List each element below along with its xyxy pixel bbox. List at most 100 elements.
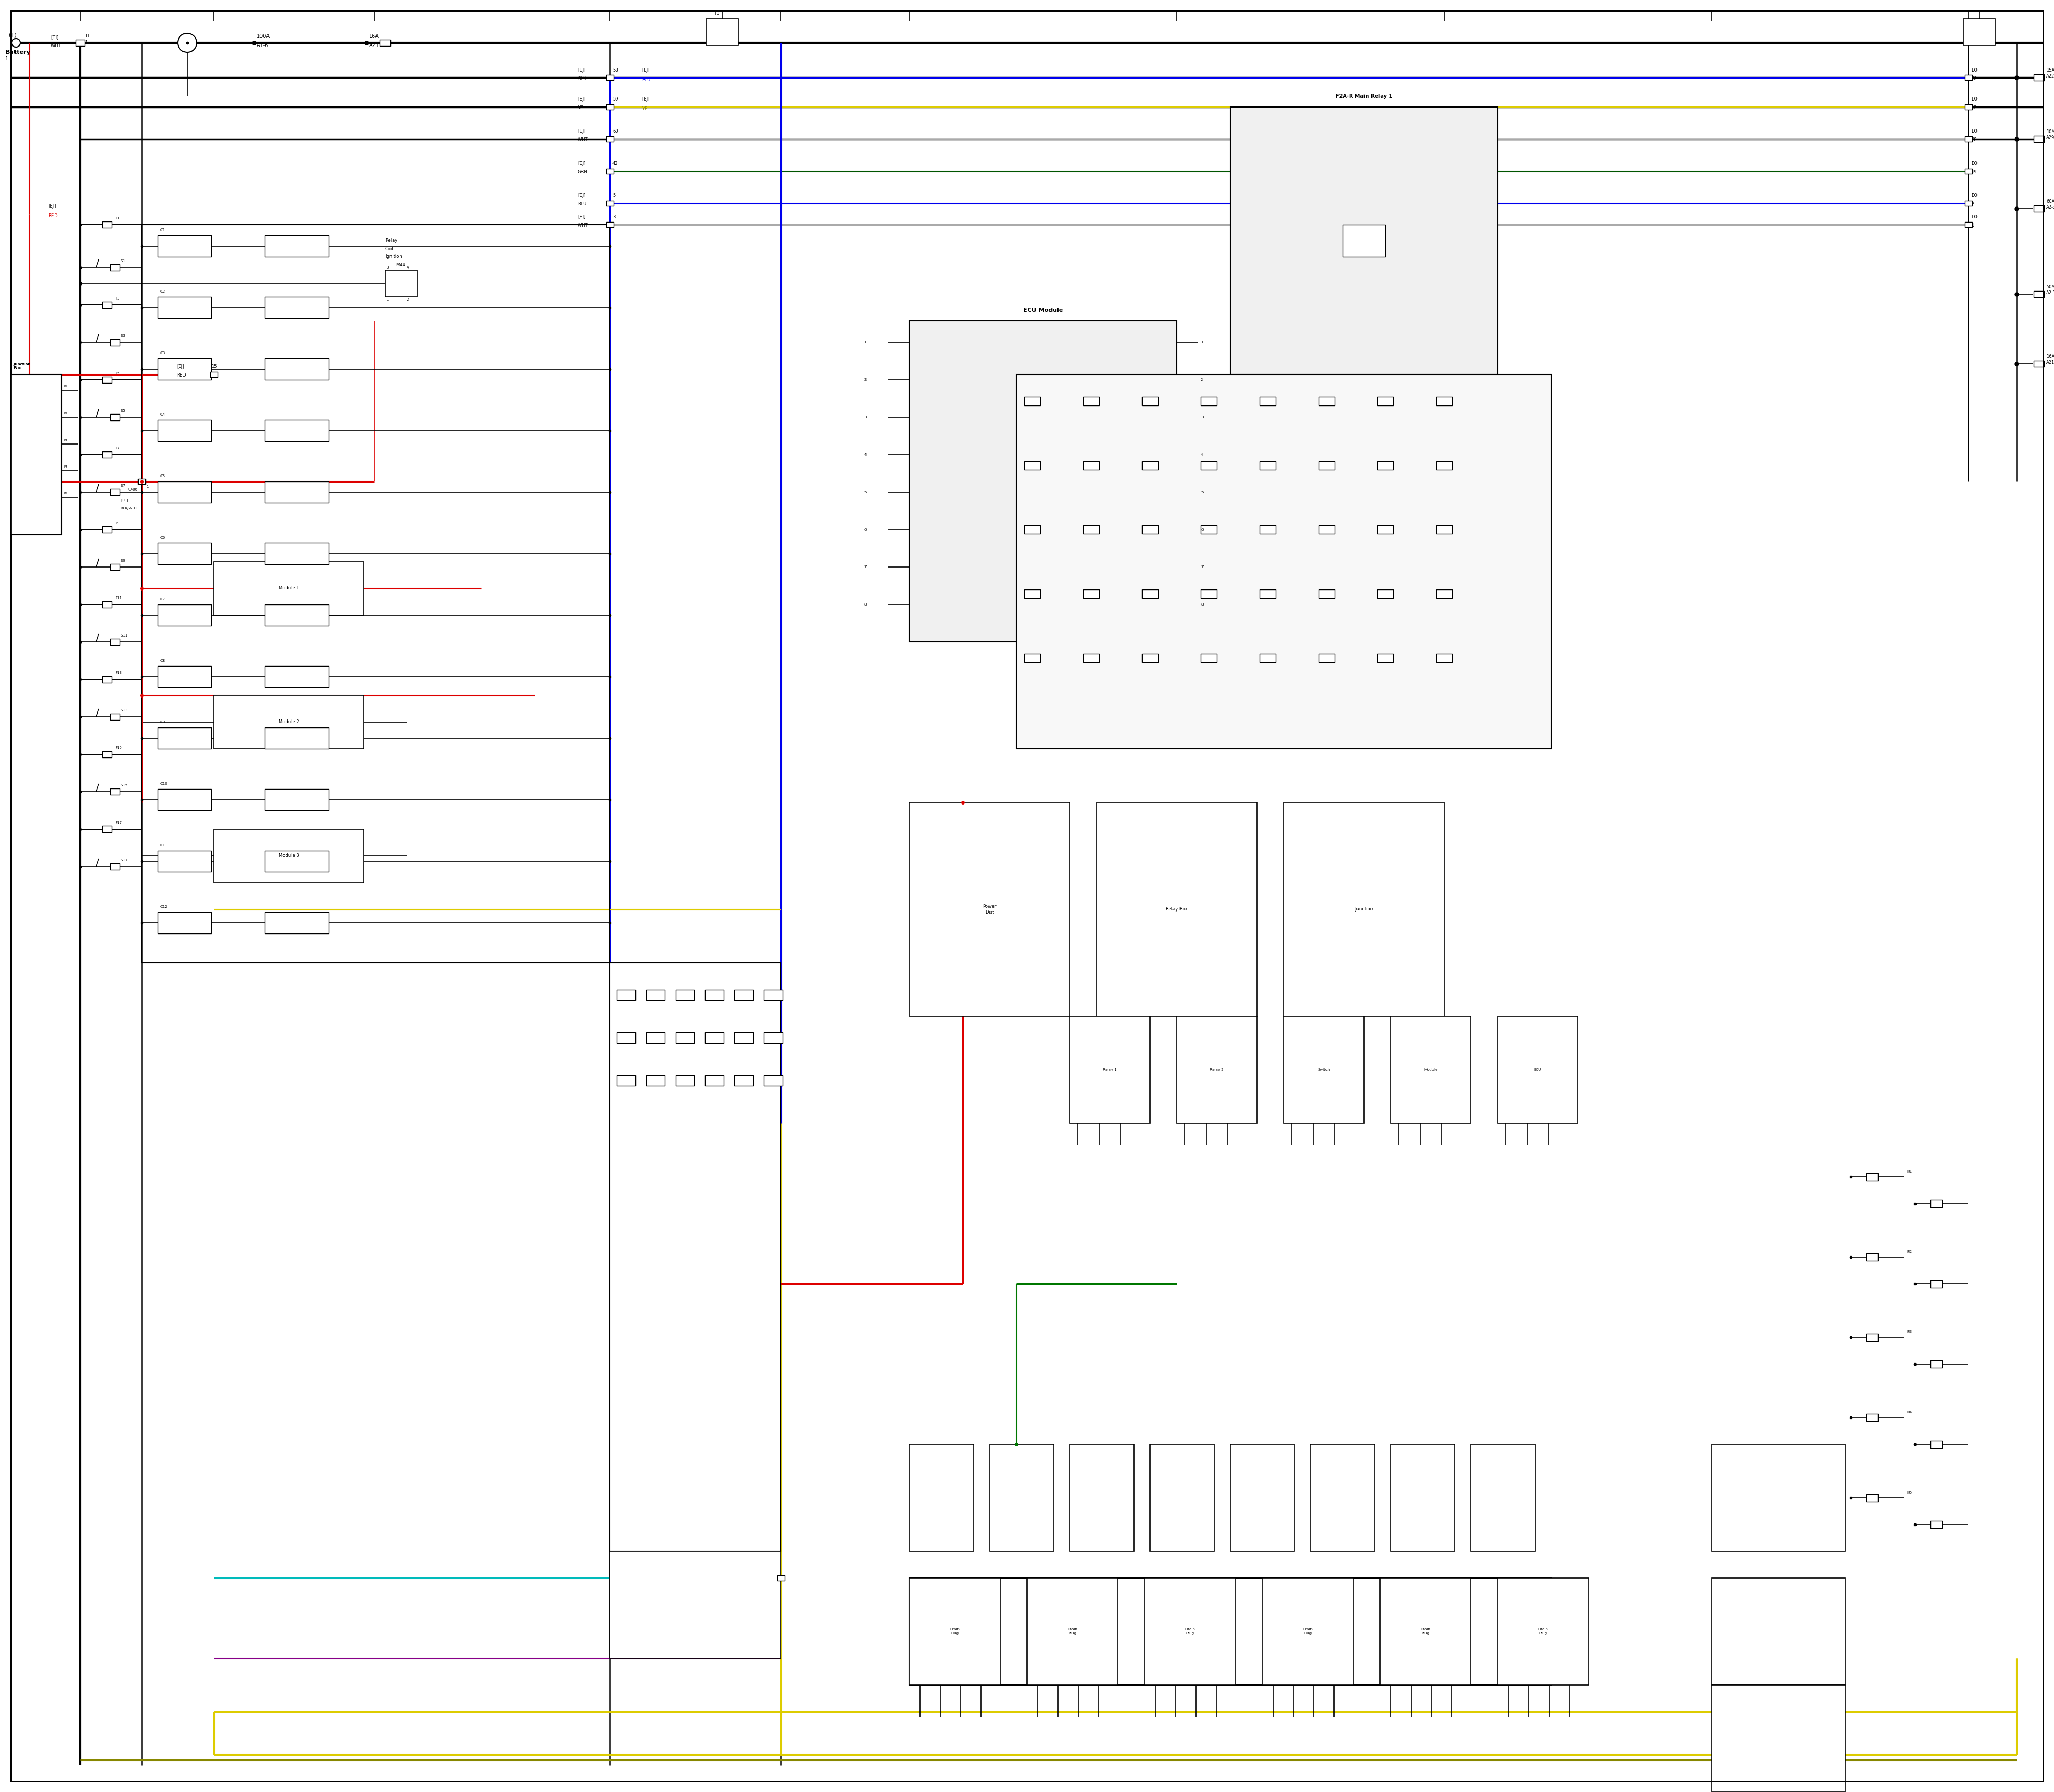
- Text: C10: C10: [160, 781, 168, 785]
- Bar: [158, 728, 212, 749]
- Bar: [103, 452, 111, 459]
- Bar: [1931, 1521, 1943, 1529]
- Text: 42: 42: [612, 161, 618, 167]
- Bar: [214, 830, 364, 883]
- Bar: [1142, 525, 1158, 534]
- Bar: [2033, 206, 2044, 211]
- Text: Module: Module: [1423, 1068, 1438, 1072]
- Text: ECU: ECU: [1534, 1068, 1543, 1072]
- Bar: [1391, 1444, 1454, 1552]
- Text: Relay 1: Relay 1: [1103, 1068, 1117, 1072]
- Bar: [265, 604, 329, 625]
- Bar: [1070, 1016, 1150, 1124]
- Circle shape: [177, 34, 197, 52]
- Text: Drain
Plug: Drain Plug: [1421, 1629, 1430, 1634]
- Bar: [1202, 590, 1216, 599]
- Text: P5: P5: [64, 491, 68, 495]
- Text: 6: 6: [865, 529, 867, 530]
- Bar: [103, 376, 111, 383]
- Bar: [158, 235, 212, 256]
- Text: S17: S17: [121, 858, 127, 862]
- Text: M44: M44: [396, 262, 405, 267]
- Bar: [616, 1075, 635, 1086]
- Text: C1: C1: [160, 228, 166, 231]
- Text: WHT: WHT: [51, 43, 62, 48]
- Text: [EJ]: [EJ]: [577, 129, 585, 134]
- Bar: [103, 751, 111, 758]
- Bar: [764, 989, 783, 1000]
- Text: F5: F5: [115, 371, 119, 375]
- Text: P1: P1: [64, 385, 68, 387]
- Bar: [1259, 525, 1276, 534]
- Text: C4: C4: [160, 412, 166, 416]
- Bar: [111, 339, 119, 346]
- Text: 5: 5: [612, 194, 616, 199]
- Bar: [1497, 1579, 1588, 1684]
- Bar: [733, 1075, 754, 1086]
- Bar: [103, 527, 111, 532]
- Text: F9: F9: [115, 521, 119, 525]
- Bar: [1082, 461, 1099, 470]
- Bar: [1142, 396, 1158, 405]
- Bar: [1202, 525, 1216, 534]
- Bar: [1284, 803, 1444, 1016]
- Text: BLU: BLU: [641, 77, 651, 82]
- Bar: [910, 1579, 1551, 1684]
- Text: 100A: 100A: [257, 34, 271, 39]
- Bar: [1150, 1444, 1214, 1552]
- Text: S11: S11: [121, 634, 127, 638]
- Text: 58: 58: [612, 68, 618, 72]
- Text: S15: S15: [121, 783, 127, 787]
- Text: [EJ]: [EJ]: [577, 215, 585, 220]
- Bar: [265, 235, 329, 256]
- Text: P3: P3: [64, 439, 68, 441]
- Bar: [1025, 525, 1041, 534]
- Text: R3: R3: [1906, 1330, 1912, 1333]
- Bar: [910, 803, 1070, 1016]
- Bar: [1230, 108, 1497, 375]
- Text: 7: 7: [865, 566, 867, 568]
- Bar: [265, 543, 329, 564]
- Text: Relay: Relay: [386, 238, 398, 244]
- Bar: [380, 39, 390, 47]
- Bar: [606, 222, 614, 228]
- Text: S1: S1: [121, 260, 125, 263]
- Text: 3: 3: [1202, 416, 1204, 419]
- Text: S9: S9: [121, 559, 125, 563]
- Bar: [1867, 1253, 1877, 1262]
- Text: ECU Module: ECU Module: [1023, 308, 1062, 314]
- Bar: [1202, 654, 1216, 663]
- Bar: [1025, 590, 1041, 599]
- Bar: [1966, 201, 1972, 206]
- Bar: [606, 201, 614, 206]
- Text: [EE]: [EE]: [121, 498, 127, 502]
- Text: [EJ]: [EJ]: [577, 194, 585, 199]
- Text: F11: F11: [115, 597, 121, 600]
- Text: Relay Box: Relay Box: [1165, 907, 1187, 912]
- Bar: [1259, 461, 1276, 470]
- Text: Drain
Plug: Drain Plug: [1302, 1629, 1313, 1634]
- Text: 15: 15: [212, 364, 218, 369]
- Text: Module 2: Module 2: [279, 720, 300, 724]
- Bar: [1391, 1016, 1471, 1124]
- Bar: [705, 1032, 723, 1043]
- Text: 4: 4: [407, 265, 409, 269]
- Text: 12: 12: [1972, 106, 1976, 111]
- Text: Junction
Box: Junction Box: [14, 364, 31, 369]
- Bar: [1097, 803, 1257, 1016]
- Bar: [103, 602, 111, 607]
- Bar: [1025, 654, 1041, 663]
- Text: D0: D0: [1972, 194, 1978, 199]
- Text: 1: 1: [386, 297, 388, 301]
- Bar: [1711, 1444, 1844, 1552]
- Bar: [1263, 1579, 1354, 1684]
- Bar: [606, 136, 614, 142]
- Bar: [265, 358, 329, 380]
- Text: R5: R5: [1906, 1491, 1912, 1495]
- Bar: [1867, 1174, 1877, 1181]
- Text: C9: C9: [160, 720, 166, 724]
- Bar: [676, 989, 694, 1000]
- Text: 1: 1: [6, 56, 8, 61]
- Bar: [776, 1575, 785, 1581]
- Bar: [1867, 1414, 1877, 1421]
